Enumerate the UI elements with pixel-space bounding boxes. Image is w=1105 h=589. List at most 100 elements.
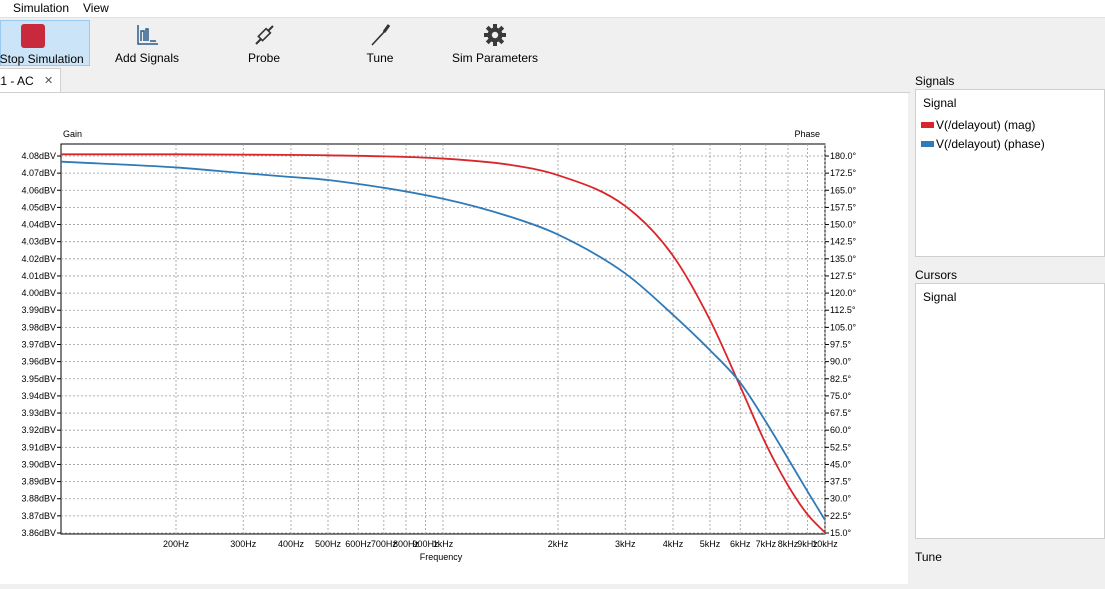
phase-color-swatch [921, 140, 934, 147]
x-tick-label: 5kHz [700, 539, 721, 549]
y-left-tick-label: 3.94dBV [21, 391, 56, 401]
x-tick-label: 3kHz [615, 539, 636, 549]
y-right-axis-title: Phase [794, 129, 820, 139]
y-left-tick-label: 3.99dBV [21, 305, 56, 315]
y-right-tick-label: 150.0° [830, 220, 857, 230]
y-left-tick-label: 3.95dBV [21, 374, 56, 384]
run-stop-simulation-button[interactable]: /Stop Simulation [0, 20, 90, 66]
y-right-tick-label: 112.5° [830, 305, 856, 315]
y-left-tick-label: 4.05dBV [21, 202, 56, 212]
y-right-tick-label: 180.0° [830, 151, 857, 161]
plot-tab-bar: t1 - AC ✕ [0, 68, 910, 93]
y-right-tick-label: 135.0° [830, 254, 857, 264]
y-right-tick-label: 30.0° [830, 494, 852, 504]
sim-parameters-button[interactable]: Sim Parameters [450, 20, 540, 66]
tab-label: t1 - AC [0, 74, 34, 88]
y-right-tick-label: 165.0° [830, 185, 857, 195]
y-left-tick-label: 3.90dBV [21, 459, 56, 469]
signals-column-header: Signal [923, 96, 957, 110]
y-left-tick-label: 3.86dBV [21, 528, 56, 538]
y-left-tick-label: 4.04dBV [21, 220, 56, 230]
add-signals-icon [136, 23, 160, 50]
tab-ac-plot[interactable]: t1 - AC ✕ [0, 68, 61, 92]
add-signals-label: Add Signals [114, 51, 180, 65]
tune-panel-title: Tune [915, 550, 942, 564]
run-stop-label: /Stop Simulation [0, 52, 84, 66]
x-tick-label: 200Hz [163, 539, 190, 549]
y-right-tick-label: 37.5° [830, 477, 852, 487]
x-tick-label: 700Hz [371, 539, 398, 549]
y-left-tick-label: 4.00dBV [21, 288, 56, 298]
tune-button[interactable]: Tune [350, 20, 410, 66]
y-right-tick-label: 15.0° [830, 528, 852, 538]
y-right-tick-label: 120.0° [830, 288, 857, 298]
close-icon[interactable]: ✕ [44, 75, 54, 87]
x-tick-label: 500Hz [315, 539, 342, 549]
cursors-column-header: Signal [923, 290, 957, 304]
tune-icon [368, 23, 392, 50]
menu-view[interactable]: View [83, 1, 109, 15]
probe-button[interactable]: Probe [234, 20, 294, 66]
x-tick-label: 1kHz [433, 539, 454, 549]
signal-item-mag[interactable]: V(/delayout) (mag) [921, 118, 1035, 132]
probe-icon [252, 23, 276, 50]
signal-item-phase[interactable]: V(/delayout) (phase) [921, 137, 1045, 151]
add-signals-button[interactable]: Add Signals [112, 20, 182, 66]
y-right-tick-label: 67.5° [830, 408, 852, 418]
x-tick-label: 8kHz [778, 539, 799, 549]
y-right-tick-label: 105.0° [830, 322, 857, 332]
x-tick-label: 400Hz [278, 539, 305, 549]
y-left-tick-label: 4.01dBV [21, 271, 56, 281]
ac-plot-chart[interactable]: 200Hz 300Hz 400Hz 500Hz 600Hz 700Hz800Hz900Hz… [0, 93, 908, 584]
y-right-tick-label: 60.0° [830, 425, 852, 435]
y-left-tick-label: 3.89dBV [21, 477, 56, 487]
y-right-tick-label: 157.5° [830, 202, 857, 212]
stop-icon [21, 24, 45, 48]
x-tick-label: 6kHz [730, 539, 751, 549]
x-tick-label: 7kHz [756, 539, 777, 549]
mag-color-swatch [921, 121, 934, 128]
y-right-tick-label: 97.5° [830, 340, 852, 350]
x-tick-label: 4kHz [663, 539, 684, 549]
series-line-mag [61, 153, 826, 534]
y-left-tick-label: 3.96dBV [21, 357, 56, 367]
y-right-tick-label: 82.5° [830, 374, 852, 384]
y-left-tick-label: 4.06dBV [21, 185, 56, 195]
right-panel: Signals Signal V(/delayout) (mag) V(/del… [910, 68, 1105, 584]
tune-label: Tune [366, 51, 394, 65]
plot-panel: 200Hz 300Hz 400Hz 500Hz 600Hz 700Hz 800Hz 900Hz… [0, 93, 908, 584]
x-tick-label: 2kHz [548, 539, 569, 549]
y-left-tick-label: 3.92dBV [21, 425, 56, 435]
y-right-tick-label: 172.5° [830, 168, 857, 178]
x-tick-label: 600Hz [345, 539, 372, 549]
y-left-tick-label: 4.03dBV [21, 237, 56, 247]
cursors-panel-title: Cursors [915, 268, 958, 282]
y-left-tick-label: 3.97dBV [21, 340, 56, 350]
signal-phase-label: V(/delayout) (phase) [936, 137, 1045, 151]
y-left-tick-label: 3.98dBV [21, 322, 56, 332]
cursors-list: Signal [915, 283, 1105, 539]
y-left-tick-label: 3.93dBV [21, 408, 56, 418]
plot-frame [60, 143, 826, 535]
sim-parameters-label: Sim Parameters [451, 51, 539, 65]
series-line-phase [60, 160, 826, 521]
menu-bar: Simulation View [0, 0, 1105, 17]
x-tick-label: 300Hz [230, 539, 257, 549]
y-right-tick-label: 142.5° [830, 237, 857, 247]
y-right-tick-label: 127.5° [830, 271, 857, 281]
y-left-tick-label: 4.07dBV [21, 168, 56, 178]
y-right-tick-label: 22.5° [830, 511, 852, 521]
x-tick-label: 10kHz [812, 539, 838, 549]
x-axis-title: Frequency [420, 552, 463, 562]
x-tick-label: 800Hz [393, 539, 420, 549]
toolbar: /Stop Simulation Add Signals Probe [0, 17, 1105, 68]
y-left-tick-label: 3.91dBV [21, 442, 56, 452]
signals-list: Signal V(/delayout) (mag) V(/delayout) (… [915, 89, 1105, 257]
signals-panel-title: Signals [915, 74, 955, 88]
probe-label: Probe [247, 51, 281, 65]
y-left-tick-label: 4.02dBV [21, 254, 56, 264]
y-left-axis-title: Gain [63, 129, 82, 139]
menu-simulation[interactable]: Simulation [13, 1, 70, 15]
y-right-tick-label: 75.0° [830, 391, 852, 401]
y-right-tick-label: 90.0° [830, 357, 852, 367]
